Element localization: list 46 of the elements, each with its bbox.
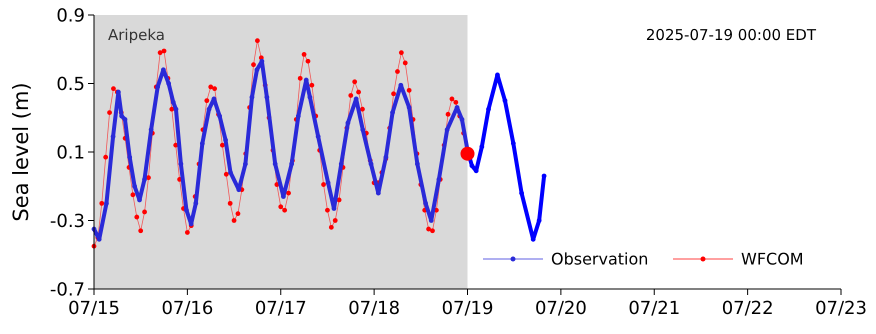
point <box>170 100 176 105</box>
point <box>142 177 147 182</box>
point <box>414 162 420 166</box>
y-tick-label: 0.9 <box>56 5 85 26</box>
point <box>460 117 464 122</box>
x-tick-label: 07/18 <box>348 298 400 319</box>
annotation: Aripeka <box>108 26 165 44</box>
legend-label: WFCOM <box>741 250 804 269</box>
point <box>272 162 278 166</box>
point <box>289 162 294 166</box>
point <box>110 134 116 139</box>
x-tick-label: 07/15 <box>68 298 120 319</box>
legend-label: Observation <box>551 250 648 269</box>
y-axis-title: Sea level (m) <box>9 82 33 222</box>
point <box>122 117 128 122</box>
x-tick-label: 07/21 <box>628 298 680 319</box>
point <box>200 141 205 146</box>
y-tick-label: -0.7 <box>50 279 85 300</box>
point <box>470 163 474 168</box>
point <box>542 174 546 178</box>
y-tick-label: 0.1 <box>56 142 85 164</box>
x-tick-label: 07/19 <box>442 298 494 319</box>
point <box>132 184 137 189</box>
point <box>243 162 248 166</box>
y-tick-label: -0.3 <box>50 210 85 232</box>
point <box>510 141 516 146</box>
annotation: 2025-07-19 00:00 EDT <box>646 26 817 44</box>
x-tick-label: 07/22 <box>722 298 774 319</box>
point <box>296 114 301 118</box>
point <box>406 105 412 110</box>
point <box>346 120 350 126</box>
point <box>460 146 474 161</box>
point <box>178 162 184 166</box>
y-tick-label: 0.5 <box>56 74 85 95</box>
point <box>119 114 124 118</box>
point <box>519 190 524 196</box>
point <box>536 218 542 223</box>
point <box>316 134 321 139</box>
point <box>368 162 374 166</box>
point <box>166 81 172 86</box>
x-tick-label: 07/20 <box>534 298 587 319</box>
x-tick-label: 07/16 <box>161 298 214 319</box>
point <box>223 138 228 142</box>
point <box>228 170 233 175</box>
x-tick-label: 07/17 <box>254 298 307 319</box>
x-tick-label: 07/23 <box>815 298 867 319</box>
